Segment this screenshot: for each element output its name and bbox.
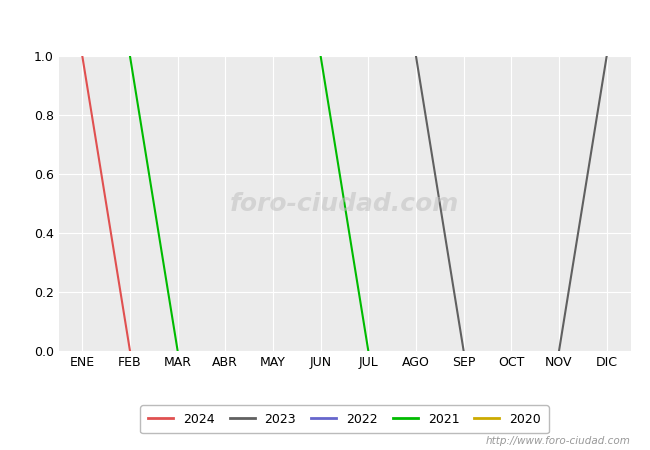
Text: foro-ciudad.com: foro-ciudad.com <box>230 192 459 216</box>
Text: http://www.foro-ciudad.com: http://www.foro-ciudad.com <box>486 436 630 446</box>
Legend: 2024, 2023, 2022, 2021, 2020: 2024, 2023, 2022, 2021, 2020 <box>140 405 549 433</box>
Text: Matriculaciones de Vehiculos en Chamartín: Matriculaciones de Vehiculos en Chamartí… <box>130 14 520 33</box>
